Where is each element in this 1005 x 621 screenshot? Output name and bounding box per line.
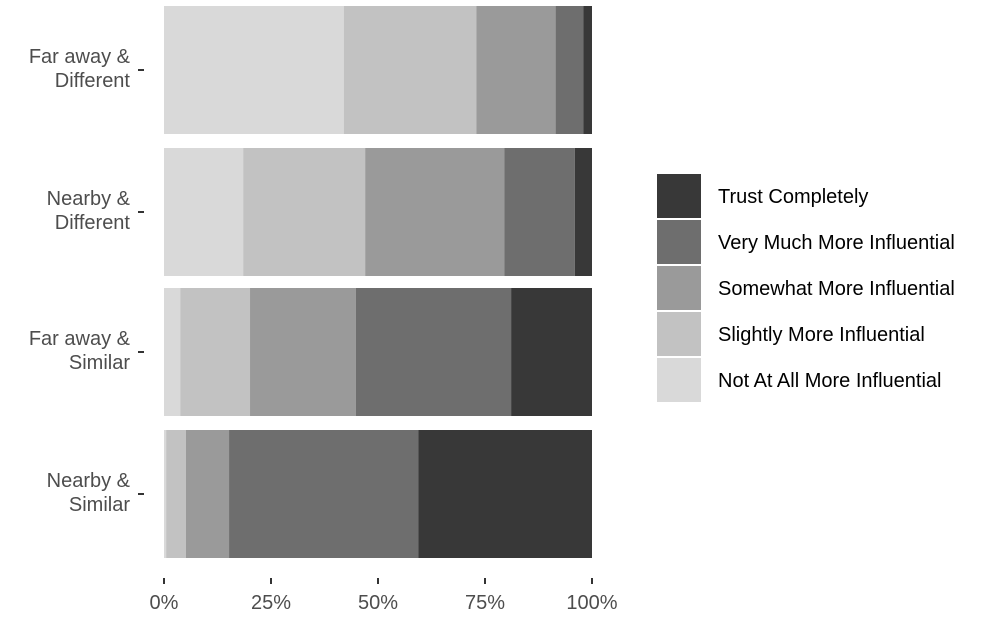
bar-segment [229, 430, 419, 558]
y-tick-label: Nearby & Similar [47, 470, 131, 516]
legend-item: Trust Completely [655, 172, 868, 220]
y-tick-label: Far away & Different [29, 46, 131, 92]
y-tick-label: Nearby & Different [47, 188, 131, 234]
bar-segment [574, 148, 592, 276]
legend-label: Trust Completely [718, 186, 868, 208]
legend-label: Slightly More Influential [718, 324, 925, 346]
y-axis: Far away & Different Nearby & Different Far … [29, 46, 144, 516]
bar-segment [166, 430, 186, 558]
legend-item: Not At All More Influential [655, 356, 941, 404]
legend-swatch [655, 172, 703, 220]
bars-layer [164, 6, 592, 558]
legend: Trust Completely Very Much More Influenti… [655, 172, 955, 404]
y-tick-label: Far away & Similar [29, 328, 131, 374]
bar-segment [164, 430, 167, 558]
bar-segment [476, 6, 556, 134]
legend-label: Not At All More Influential [718, 370, 941, 392]
bar-segment [164, 6, 344, 134]
legend-swatch [655, 264, 703, 312]
x-tick-label: 25% [251, 592, 291, 614]
bar-segment [343, 6, 477, 134]
legend-swatch [655, 310, 703, 358]
bar-segment [365, 148, 505, 276]
bar-segment [164, 148, 244, 276]
x-tick-label: 0% [150, 592, 179, 614]
bar-segment [504, 148, 575, 276]
bar-group [164, 6, 592, 134]
bar-segment [355, 288, 512, 416]
legend-item: Very Much More Influential [655, 218, 955, 266]
bar-segment [164, 288, 181, 416]
x-tick-label: 50% [358, 592, 398, 614]
bar-segment [583, 6, 592, 134]
legend-item: Somewhat More Influential [655, 264, 955, 312]
bar-group [164, 288, 592, 416]
bar-group [164, 148, 592, 276]
bar-segment [555, 6, 584, 134]
x-tick-label: 100% [566, 592, 617, 614]
bar-segment [418, 430, 592, 558]
legend-label: Very Much More Influential [718, 232, 955, 254]
legend-label: Somewhat More Influential [718, 278, 955, 300]
bar-segment [511, 288, 592, 416]
bar-segment [180, 288, 251, 416]
legend-swatch [655, 218, 703, 266]
legend-item: Slightly More Influential [655, 310, 925, 358]
bar-group [164, 430, 592, 558]
legend-swatch [655, 356, 703, 404]
bar-segment [185, 430, 230, 558]
x-tick-label: 75% [465, 592, 505, 614]
x-axis: 0% 25% 50% 75% 100% [150, 578, 618, 614]
bar-segment [250, 288, 356, 416]
bar-segment [243, 148, 366, 276]
